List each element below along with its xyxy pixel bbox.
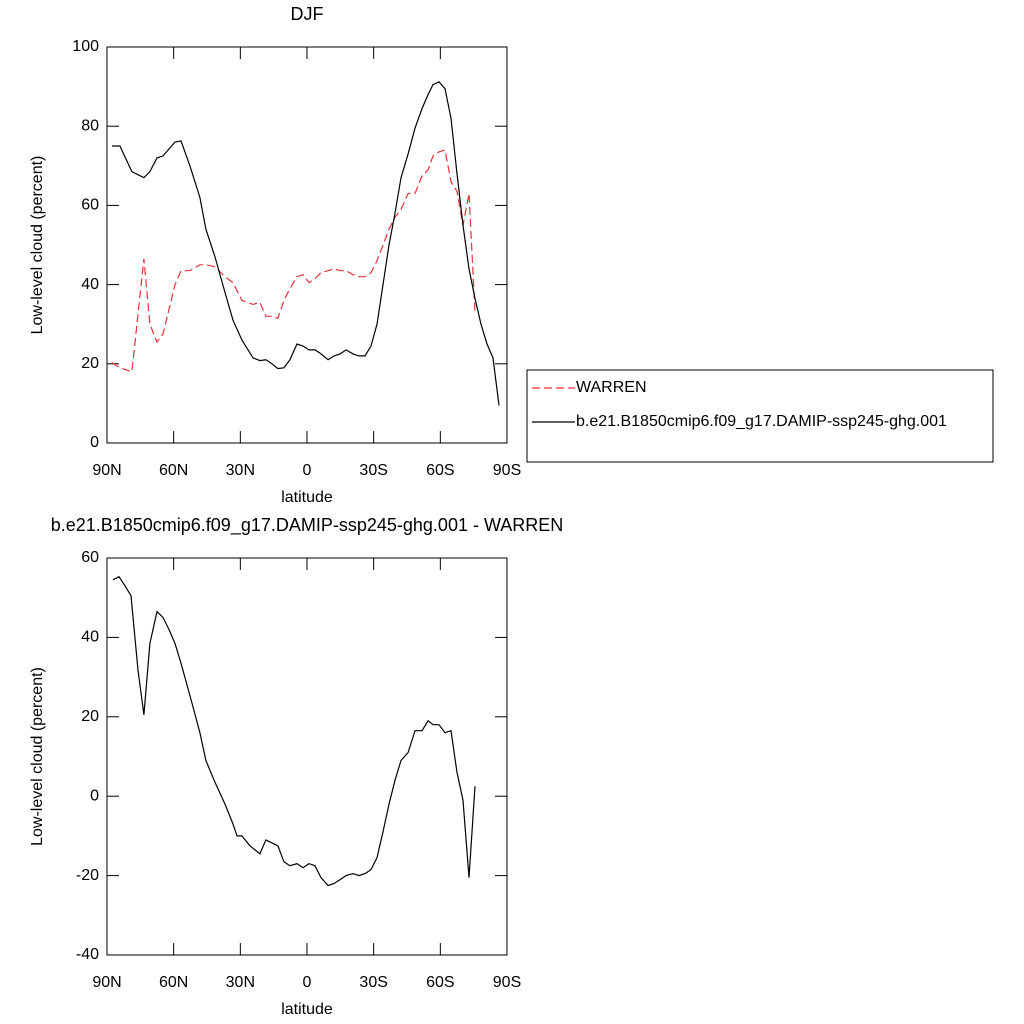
y-tick-label: 40 <box>81 276 99 293</box>
x-tick-label: 30S <box>359 974 387 991</box>
legend-label: WARREN <box>576 379 647 396</box>
y-tick-label: 20 <box>81 355 99 372</box>
y-tick-label: 40 <box>81 629 99 646</box>
y-axis-label: Low-level cloud (percent) <box>29 156 46 335</box>
legend-box <box>526 369 994 463</box>
x-tick-label: 0 <box>303 462 312 479</box>
chart-title: DJF <box>291 4 324 24</box>
x-tick-label: 30N <box>226 974 255 991</box>
chart-title: b.e21.B1850cmip6.f09_g17.DAMIP-ssp245-gh… <box>51 515 564 536</box>
x-tick-label: 60N <box>159 462 188 479</box>
plot-frame <box>106 557 508 956</box>
y-tick-label: -20 <box>76 867 99 884</box>
x-tick-label: 30N <box>226 462 255 479</box>
x-tick-label: 60N <box>159 974 188 991</box>
plot-frame <box>106 46 508 444</box>
x-tick-label: 90S <box>493 974 521 991</box>
x-tick-label: 30S <box>359 462 387 479</box>
y-tick-label: -40 <box>76 946 99 963</box>
x-tick-label: 60S <box>426 462 454 479</box>
y-tick-label: 100 <box>72 38 99 55</box>
legend-label: b.e21.B1850cmip6.f09_g17.DAMIP-ssp245-gh… <box>576 413 947 430</box>
y-tick-label: 80 <box>81 117 99 134</box>
y-tick-label: 0 <box>90 434 99 451</box>
x-tick-label: 60S <box>426 974 454 991</box>
y-tick-label: 60 <box>81 549 99 566</box>
x-tick-label: 90N <box>92 462 121 479</box>
x-tick-label: 0 <box>303 974 312 991</box>
x-axis-label: latitude <box>281 1001 333 1018</box>
y-axis-label: Low-level cloud (percent) <box>29 667 46 846</box>
y-tick-label: 60 <box>81 197 99 214</box>
y-tick-label: 0 <box>90 787 99 804</box>
data-line <box>111 149 476 373</box>
x-tick-label: 90S <box>493 462 521 479</box>
x-axis-label: latitude <box>281 489 333 506</box>
data-line <box>112 575 476 887</box>
x-tick-label: 90N <box>92 974 121 991</box>
data-line <box>111 81 500 406</box>
y-tick-label: 20 <box>81 708 99 725</box>
